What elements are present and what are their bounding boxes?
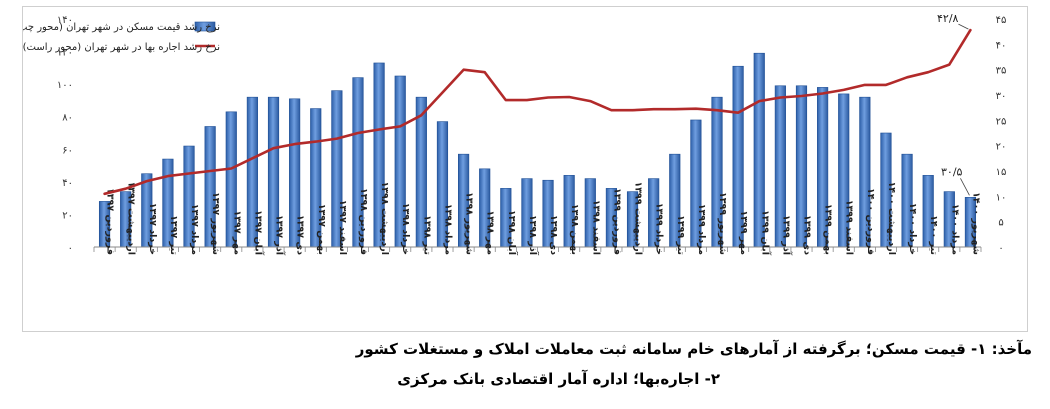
- x-tick-label: خرداد ۱۳۹۷: [147, 203, 158, 255]
- x-tick-label: فروردین ۱۳۹۸: [358, 188, 369, 255]
- x-tick-label: خرداد ۱۴۰۰: [907, 203, 918, 255]
- x-tick-label: تیر ۱۳۹۸: [421, 215, 432, 255]
- y-left-tick-label: ۲۰: [62, 210, 73, 221]
- legend-label-house-price: نرخ رشد قیمت مسکن در شهر تهران (محور چپ): [23, 22, 220, 33]
- x-tick-label: شهریور ۱۳۹۸: [464, 192, 475, 255]
- y-left-tick-label: ۰: [68, 243, 73, 254]
- y-left-tick-label: ۱۲۰: [57, 48, 73, 59]
- y-right-tick-label: ۳۰: [996, 91, 1007, 102]
- x-tick-label: شهریور ۱۳۹۹: [717, 192, 728, 255]
- x-tick-label: دی ۱۳۹۸: [548, 215, 559, 255]
- legend-swatch-house-price: [194, 21, 216, 32]
- x-tick-label: دی ۱۳۹۷: [295, 215, 306, 255]
- x-tick-label: مرداد ۱۳۹۹: [696, 204, 707, 255]
- x-tick-label: بهمن ۱۳۹۸: [569, 204, 580, 255]
- x-tick-label: آذر ۱۳۹۷: [274, 215, 287, 256]
- annotation-price-last: ۳۰/۵: [941, 165, 963, 178]
- y-right-tick-label: ۲۰: [996, 142, 1007, 153]
- y-left-tick-label: ۴۰: [62, 178, 73, 189]
- x-tick-label: آذر ۱۳۹۸: [527, 215, 540, 256]
- y-right-tick-label: ۱۰: [996, 192, 1007, 203]
- line-rent-growth: [103, 28, 972, 196]
- x-tick-label: آبان ۱۳۹۹: [759, 210, 772, 256]
- x-tick-label: اردیبهشت ۱۳۹۸: [379, 181, 390, 255]
- y-right-tick-label: ۵: [998, 218, 1003, 229]
- x-tick-label: اسفند ۱۳۹۸: [590, 200, 601, 255]
- x-tick-label: فروردین ۱۳۹۹: [611, 188, 622, 255]
- x-tick-label: فروردین ۱۳۹۷: [105, 188, 116, 255]
- y-right-tick-label: ۳۵: [996, 66, 1007, 77]
- x-tick-label: مهر ۱۳۹۹: [738, 210, 749, 255]
- x-tick-label: اردیبهشت ۱۳۹۷: [126, 181, 137, 255]
- x-tick-label: خرداد ۱۳۹۸: [400, 203, 411, 255]
- y-left-tick-label: ۱۴۰: [57, 15, 73, 26]
- y-left-tick-label: ۶۰: [62, 145, 73, 156]
- x-tick-label: مرداد ۱۴۰۰: [949, 204, 960, 255]
- x-tick-label: اسفند ۱۳۹۷: [337, 200, 348, 255]
- x-tick-label: خرداد ۱۳۹۹: [654, 203, 665, 255]
- x-tick-label: تیر ۱۴۰۰: [928, 215, 939, 255]
- x-tick-label: اسفند ۱۳۹۹: [844, 200, 855, 255]
- x-tick-label: آبان ۱۳۹۸: [506, 210, 519, 256]
- x-tick-label: مرداد ۱۳۹۷: [189, 204, 200, 255]
- y-right-tick-label: ۴۵: [996, 15, 1007, 26]
- annotation-rent-last: ۴۲/۸: [937, 12, 959, 25]
- y-right-tick-label: ۱۵: [996, 167, 1007, 178]
- x-tick-label: شهریور ۱۳۹۷: [210, 192, 221, 255]
- chart-svg: ۰ ۲۰ ۴۰ ۶۰ ۸۰ ۱۰۰ ۱۲۰ ۱۴۰ ۰ ۵ ۱۰ ۱۵ ۲۰ ۲۵ ۳۰ ۳۵ ۴۰ ۴۵ فرور…: [23, 12, 1007, 256]
- annotation-leader: [958, 23, 969, 30]
- source-note-line-1: مآخذ: ۱- قیمت مسکن؛ برگرفته از آمارهای خ…: [355, 340, 1032, 358]
- x-tick-label: شهریور ۱۴۰۰: [970, 192, 981, 255]
- x-tick-label: اردیبهشت ۱۳۹۹: [633, 181, 644, 255]
- x-tick-label: مهر ۱۳۹۷: [231, 210, 242, 255]
- chart-frame: ۰ ۲۰ ۴۰ ۶۰ ۸۰ ۱۰۰ ۱۲۰ ۱۴۰ ۰ ۵ ۱۰ ۱۵ ۲۰ ۲۵ ۳۰ ۳۵ ۴۰ ۴۵ فرور…: [22, 6, 1028, 332]
- y-left-tick-label: ۸۰: [62, 113, 73, 124]
- annotation-leader: [960, 178, 970, 196]
- x-tick-label: مهر ۱۳۹۸: [485, 210, 496, 255]
- x-tick-label: بهمن ۱۳۹۹: [823, 204, 834, 255]
- x-tick-label: تیر ۱۳۹۷: [168, 215, 179, 255]
- x-tick-label: مرداد ۱۳۹۸: [442, 204, 453, 255]
- x-tick-label: دی ۱۳۹۹: [801, 215, 812, 255]
- source-note-line-2: ۲- اجاره‌بها؛ اداره آمار اقتصادی بانک مر…: [397, 370, 720, 388]
- y-right-tick-label: ۴۰: [996, 40, 1007, 51]
- x-tick-label: آبان ۱۳۹۷: [252, 210, 265, 256]
- y-left-tick-label: ۱۰۰: [57, 80, 73, 91]
- x-tick-label: آذر ۱۳۹۹: [780, 215, 793, 256]
- y-right-tick-label: ۰: [998, 243, 1003, 254]
- y-right-tick-label: ۲۵: [996, 116, 1007, 127]
- x-tick-label: تیر ۱۳۹۹: [675, 215, 686, 255]
- x-tick-label: اردیبهشت ۱۴۰۰: [886, 181, 897, 255]
- x-tick-label: فروردین ۱۴۰۰: [865, 188, 876, 255]
- x-tick-label: بهمن ۱۳۹۷: [316, 204, 327, 255]
- legend-label-rent: نرخ رشد اجاره بها در شهر تهران (محور راس…: [23, 42, 220, 53]
